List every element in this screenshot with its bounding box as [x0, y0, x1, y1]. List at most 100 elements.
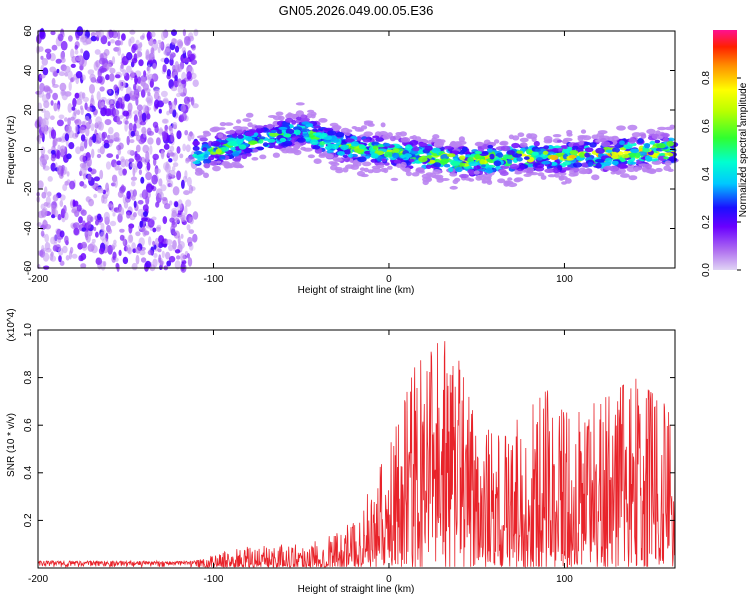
- noise-cell: [44, 224, 52, 230]
- noise-cell: [142, 144, 150, 154]
- signal-cell: [334, 167, 343, 171]
- signal-cell: [285, 128, 295, 135]
- signal-cell: [425, 164, 432, 169]
- noise-cell: [58, 247, 64, 256]
- noise-cell: [90, 35, 97, 42]
- noise-cell: [126, 135, 130, 146]
- noise-cell: [186, 224, 191, 231]
- noise-cell: [64, 212, 69, 221]
- noise-cell: [80, 48, 84, 54]
- noise-cell: [183, 96, 190, 105]
- signal-cell: [255, 127, 265, 133]
- noise-cell: [122, 194, 127, 204]
- noise-cell: [161, 250, 165, 259]
- noise-cell: [93, 176, 100, 182]
- signal-cell: [237, 134, 244, 139]
- noise-cell: [141, 112, 147, 122]
- signal-cell: [363, 121, 374, 126]
- signal-cell: [523, 156, 530, 160]
- signal-cell: [578, 167, 586, 173]
- signal-cell: [507, 159, 513, 164]
- noise-cell: [164, 57, 170, 65]
- signal-cell: [248, 140, 258, 145]
- noise-cell: [158, 178, 163, 187]
- noise-cell: [84, 138, 88, 149]
- noise-cell: [186, 253, 190, 259]
- signal-cell: [375, 137, 384, 142]
- noise-cell: [142, 227, 147, 237]
- noise-cell: [157, 248, 162, 253]
- signal-cell: [664, 160, 672, 166]
- noise-cell: [76, 204, 82, 212]
- noise-cell: [60, 40, 68, 51]
- noise-cell: [114, 177, 118, 188]
- noise-cell: [188, 242, 194, 251]
- signal-cell: [357, 156, 367, 163]
- spectrogram-panel: -200 -100 0 100 60 40 20 0 -20 -40 -60 Height of s…: [6, 25, 679, 296]
- signal-cell: [519, 165, 525, 170]
- noise-cell: [146, 94, 154, 104]
- noise-cell: [103, 261, 107, 267]
- noise-cell: [143, 211, 148, 217]
- colorbar: 0.0 0.2 0.4 0.6 0.8 Normalized spectral ampl…: [701, 30, 749, 277]
- noise-cell: [58, 71, 66, 77]
- noise-cell: [168, 107, 173, 114]
- noise-cell: [152, 153, 159, 161]
- noise-cell: [182, 143, 187, 152]
- signal-cell: [474, 141, 484, 147]
- noise-cell: [169, 217, 175, 223]
- signal-cell: [552, 148, 559, 152]
- signal-cell: [530, 172, 539, 176]
- noise-cell: [97, 148, 101, 153]
- noise-cell: [153, 253, 158, 258]
- signal-cell: [514, 171, 522, 175]
- signal-cell: [287, 112, 293, 118]
- noise-cell: [161, 31, 166, 41]
- noise-cell: [152, 121, 159, 128]
- noise-cell: [100, 222, 105, 232]
- signal-cell: [409, 158, 415, 163]
- signal-cell: [372, 145, 379, 150]
- signal-cell: [552, 134, 562, 138]
- noise-cell: [187, 133, 192, 142]
- signal-cell: [637, 138, 644, 144]
- signal-cell: [611, 151, 618, 156]
- x-tick-label: -200: [28, 274, 48, 285]
- signal-cell: [443, 163, 451, 168]
- signal-cell: [451, 160, 460, 167]
- noise-cell: [85, 127, 90, 137]
- noise-cell: [177, 41, 184, 47]
- signal-cell: [409, 139, 419, 146]
- noise-cell: [37, 102, 42, 111]
- noise-cell: [97, 188, 104, 194]
- signal-cell: [468, 178, 475, 182]
- noise-cell: [59, 145, 67, 153]
- colorbar-tick-label: 0.4: [701, 167, 712, 181]
- signal-cell: [318, 153, 327, 157]
- signal-cell: [589, 142, 597, 148]
- noise-cell: [80, 107, 84, 116]
- noise-cell: [100, 67, 107, 73]
- signal-cell: [278, 126, 288, 130]
- signal-cell: [219, 122, 227, 127]
- signal-cell: [661, 133, 669, 138]
- noise-cell: [180, 233, 184, 239]
- noise-cell: [106, 153, 114, 159]
- noise-cell: [39, 157, 47, 168]
- noise-cell: [168, 255, 176, 263]
- noise-cell: [89, 242, 96, 250]
- noise-cell: [118, 249, 122, 256]
- spectrogram-ticks: -200 -100 0 100 60 40 20 0 -20 -40 -60: [23, 25, 675, 285]
- noise-cell: [168, 244, 174, 252]
- signal-cell: [238, 144, 247, 150]
- noise-cell: [58, 255, 62, 263]
- noise-cell: [60, 168, 64, 177]
- noise-cell: [172, 162, 179, 168]
- signal-cell: [400, 161, 407, 168]
- signal-cell: [412, 147, 420, 152]
- noise-cell: [166, 110, 170, 116]
- noise-cell: [42, 207, 48, 217]
- x-tick-label: 100: [556, 574, 573, 585]
- signal-cell: [229, 129, 235, 133]
- noise-cell: [64, 133, 70, 142]
